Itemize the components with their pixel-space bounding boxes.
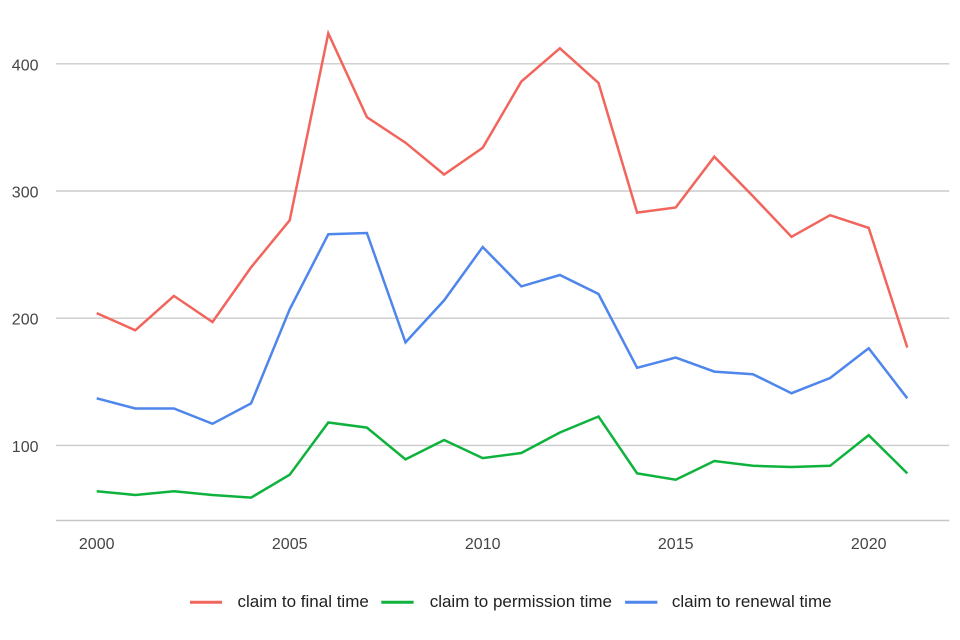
- svg-text:2005: 2005: [272, 536, 308, 553]
- svg-text:claim to permission time: claim to permission time: [430, 592, 612, 611]
- svg-text:claim to renewal time: claim to renewal time: [672, 592, 832, 611]
- svg-text:300: 300: [12, 185, 39, 202]
- svg-text:2000: 2000: [79, 536, 115, 553]
- svg-text:2020: 2020: [851, 536, 887, 553]
- svg-text:200: 200: [12, 312, 39, 329]
- svg-text:2010: 2010: [465, 536, 501, 553]
- svg-text:2015: 2015: [658, 536, 694, 553]
- svg-text:100: 100: [12, 439, 39, 456]
- svg-text:claim to final time: claim to final time: [238, 592, 369, 611]
- svg-text:400: 400: [12, 57, 39, 74]
